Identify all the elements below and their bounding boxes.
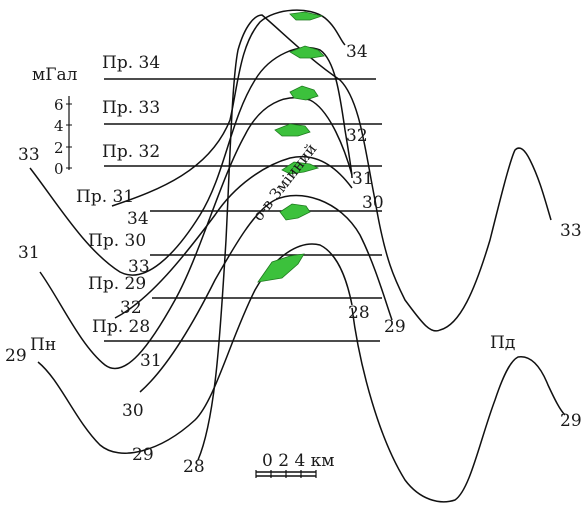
gravity-curve-28 bbox=[197, 14, 552, 461]
profile-label-33: Пр. 33 bbox=[102, 98, 160, 118]
curve-number: 30 bbox=[362, 193, 384, 213]
profile-label-29: Пр. 29 bbox=[88, 274, 146, 294]
scale-bar: 0 2 4 км bbox=[255, 451, 335, 478]
curve-number: 31 bbox=[18, 243, 40, 263]
gravity-curve-32 bbox=[39, 96, 353, 370]
curve-number: 34 bbox=[346, 42, 368, 62]
island-zmiinyi bbox=[257, 11, 325, 283]
gravity-scale: мГал 6 4 2 0 bbox=[32, 65, 78, 178]
gravity-tick-6: 6 bbox=[54, 96, 64, 114]
profile-label-28: Пр. 28 bbox=[92, 317, 150, 337]
curve-number: 29 bbox=[560, 411, 582, 431]
gravity-curve-30 bbox=[139, 194, 393, 393]
gravity-curve-34 bbox=[111, 9, 346, 207]
curve-number: 32 bbox=[346, 126, 368, 146]
profile-label-31: Пр. 31 bbox=[76, 187, 134, 207]
profile-label-32: Пр. 32 bbox=[102, 142, 160, 162]
gravity-tick-0: 0 bbox=[54, 160, 64, 178]
gravity-curve-33 bbox=[29, 46, 353, 276]
gravity-tick-2: 2 bbox=[54, 139, 64, 157]
curve-number: 30 bbox=[122, 401, 144, 421]
profile-label-34: Пр. 34 bbox=[102, 53, 160, 73]
curve-number: 29 bbox=[384, 317, 406, 337]
curve-number: 31 bbox=[140, 351, 162, 371]
curve-number: 28 bbox=[348, 303, 370, 323]
scale-bar-label: 0 2 4 км bbox=[262, 451, 335, 471]
curve-number: 28 bbox=[183, 457, 205, 477]
curve-number: 29 bbox=[132, 445, 154, 465]
gravity-tick-4: 4 bbox=[54, 117, 64, 135]
direction-north: Пн bbox=[30, 335, 56, 355]
curve-number: 33 bbox=[18, 145, 40, 165]
gravity-unit: мГал bbox=[32, 65, 78, 85]
curve-number: 33 bbox=[128, 257, 150, 277]
curve-number: 32 bbox=[120, 298, 142, 318]
direction-south: Пд bbox=[490, 333, 515, 353]
curve-number: 34 bbox=[127, 209, 149, 229]
curve-number: 31 bbox=[352, 169, 374, 189]
curve-number: 33 bbox=[560, 221, 582, 241]
curve-number: 29 bbox=[5, 346, 27, 366]
gravity-curve-31 bbox=[114, 155, 353, 319]
gravity-curve-29-south bbox=[351, 307, 566, 503]
gravity-curve-29 bbox=[37, 243, 353, 454]
profile-label-30: Пр. 30 bbox=[88, 231, 146, 251]
